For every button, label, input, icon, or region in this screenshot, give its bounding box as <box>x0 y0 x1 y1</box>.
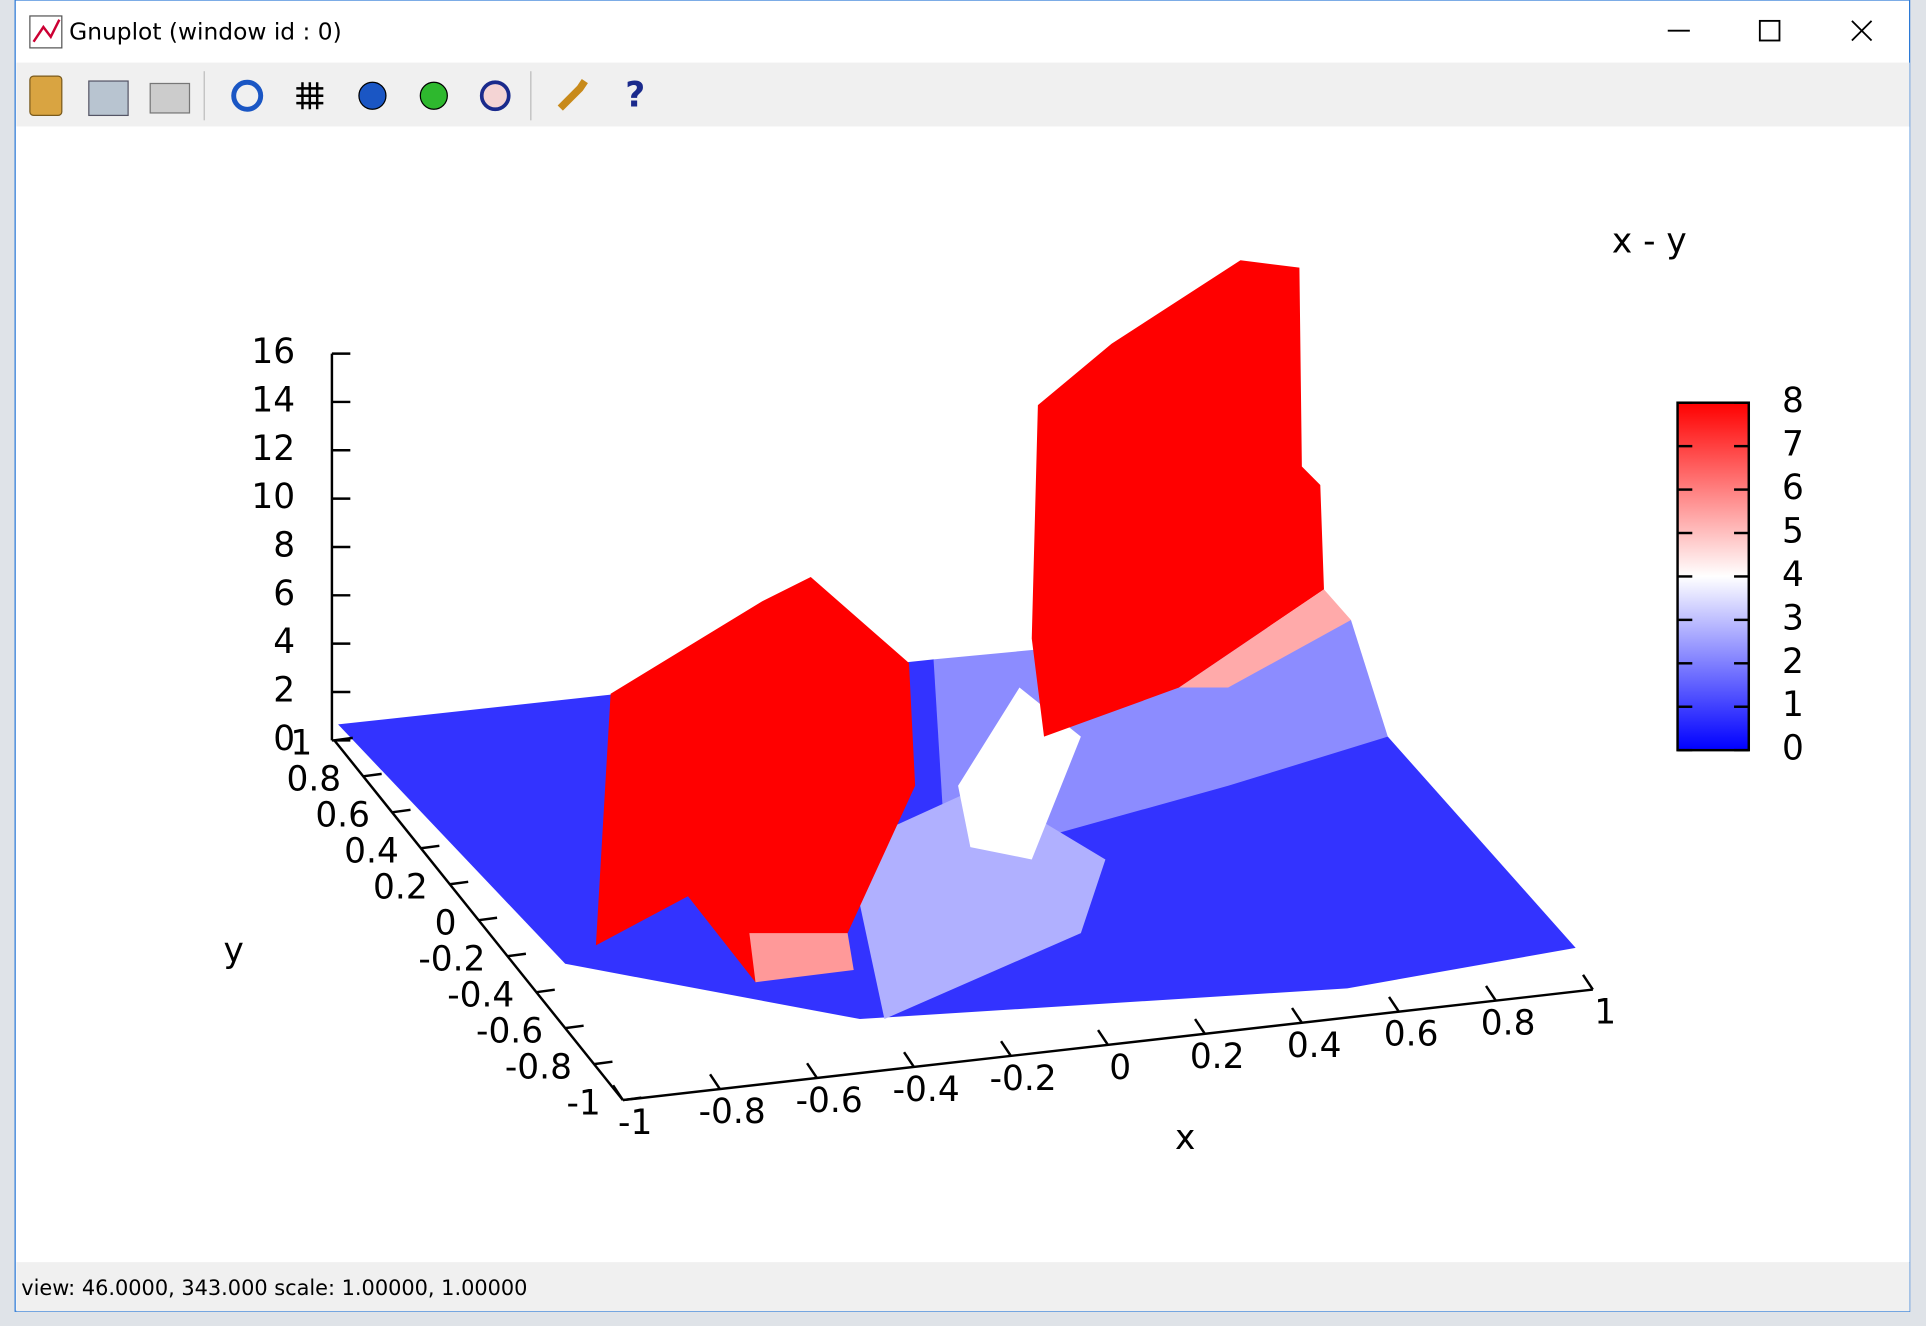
colorbar-tick-label: 8 <box>1782 381 1804 421</box>
y-tick-label: 0 <box>435 904 457 944</box>
y-tick-label: 0.8 <box>286 760 341 800</box>
x-tick <box>1485 985 1497 1002</box>
next-zoom-button[interactable] <box>419 81 448 110</box>
x-tick-label: -0.2 <box>990 1059 1057 1099</box>
z-tick-label: 2 <box>273 671 295 711</box>
window-title: Gnuplot (window id : 0) <box>69 19 342 46</box>
x-tick-label: 0.8 <box>1481 1004 1536 1044</box>
surface-pink-right <box>1179 589 1351 688</box>
z-tick-label: 14 <box>251 380 295 420</box>
grid-button[interactable] <box>296 82 324 110</box>
y-tick <box>622 1096 642 1102</box>
y-tick-label: -0.6 <box>476 1012 543 1052</box>
y-tick-label: 0.2 <box>373 868 428 908</box>
app-icon-line <box>32 19 61 43</box>
x-tick <box>1582 974 1594 991</box>
colorbar-tick-label: 2 <box>1782 642 1804 682</box>
x-tick-label: -0.8 <box>699 1092 766 1132</box>
z-tick-label: 4 <box>273 622 295 662</box>
y-tick-label: -0.4 <box>447 976 514 1016</box>
x-tick-label: -0.6 <box>796 1081 863 1121</box>
x-tick <box>709 1073 721 1090</box>
autoscale-button[interactable] <box>479 80 511 112</box>
colorbar-tick-label: 0 <box>1782 729 1804 769</box>
y-tick-label: -1 <box>567 1084 601 1124</box>
x-tick-label: 0.4 <box>1287 1026 1342 1066</box>
y-tick-label: 0.4 <box>344 832 399 872</box>
status-text: view: 46.0000, 343.000 scale: 1.00000, 1… <box>21 1276 527 1300</box>
colorbar-tick-label: 3 <box>1782 598 1804 638</box>
y-tick <box>391 808 411 814</box>
y-tick <box>507 952 527 958</box>
colorbar-tick-label: 4 <box>1782 555 1804 595</box>
x-tick <box>1097 1029 1109 1046</box>
prev-zoom-button[interactable] <box>358 81 387 110</box>
x-tick-label: -1 <box>618 1103 652 1143</box>
y-tick-label: -0.2 <box>418 940 485 980</box>
x-tick-label: -0.4 <box>893 1070 960 1110</box>
help-button[interactable]: ? <box>625 75 645 115</box>
z-tick-label: 8 <box>273 525 295 565</box>
y-tick <box>593 1060 613 1066</box>
z-tick-label: 12 <box>251 429 295 469</box>
copy-button[interactable] <box>29 75 63 117</box>
x-tick <box>903 1051 915 1068</box>
surface-peak-left <box>595 577 916 983</box>
x-tick-label: 1 <box>1594 993 1616 1033</box>
x-tick <box>1194 1018 1206 1035</box>
x-tick <box>1291 1007 1303 1024</box>
status-bar <box>16 1262 1910 1312</box>
maximize-button[interactable] <box>1758 19 1781 42</box>
options-button[interactable] <box>557 78 588 111</box>
y-tick <box>363 772 382 778</box>
z-tick-label: 16 <box>251 332 295 372</box>
z-tick-label: 0 <box>273 719 295 759</box>
y-tick-label: 1 <box>290 724 312 764</box>
surface-light <box>847 785 1106 1020</box>
y-tick <box>536 988 555 994</box>
y-tick <box>478 916 498 922</box>
y-tick <box>565 1024 584 1030</box>
x-tick <box>1000 1040 1012 1057</box>
y-axis-label: y <box>224 931 244 971</box>
x-tick <box>806 1062 818 1079</box>
close-button[interactable] <box>1851 20 1873 42</box>
colorbar-tick-label: 6 <box>1782 468 1804 508</box>
surface-peak-right <box>1031 260 1324 737</box>
colorbar-tick-label: 1 <box>1782 685 1804 725</box>
toolbar <box>16 62 1910 127</box>
save-button[interactable] <box>88 80 129 117</box>
colorbar-tick-label: 7 <box>1782 425 1804 465</box>
print-button[interactable] <box>149 82 191 114</box>
x-tick-label: 0.6 <box>1384 1015 1439 1055</box>
surface-pink <box>749 933 854 983</box>
z-tick-label: 6 <box>273 574 295 614</box>
x-axis-label: x <box>1175 1118 1195 1158</box>
x-tick <box>1388 996 1400 1013</box>
replot-button[interactable] <box>231 79 264 112</box>
x-tick-label: 0 <box>1109 1048 1131 1088</box>
colorbar-tick-label: 5 <box>1782 512 1804 552</box>
y-tick <box>334 736 353 742</box>
y-tick <box>449 880 469 886</box>
x-tick <box>612 1084 624 1101</box>
z-tick-label: 10 <box>251 477 295 517</box>
y-tick-label: -0.8 <box>505 1048 572 1088</box>
key-label: x - y <box>1612 222 1687 262</box>
surface <box>338 260 1576 1020</box>
toolbar-buttons: ? <box>29 71 645 121</box>
y-tick <box>420 844 440 850</box>
y-tick-label: 0.6 <box>315 796 370 836</box>
x-tick-label: 0.2 <box>1190 1037 1245 1077</box>
